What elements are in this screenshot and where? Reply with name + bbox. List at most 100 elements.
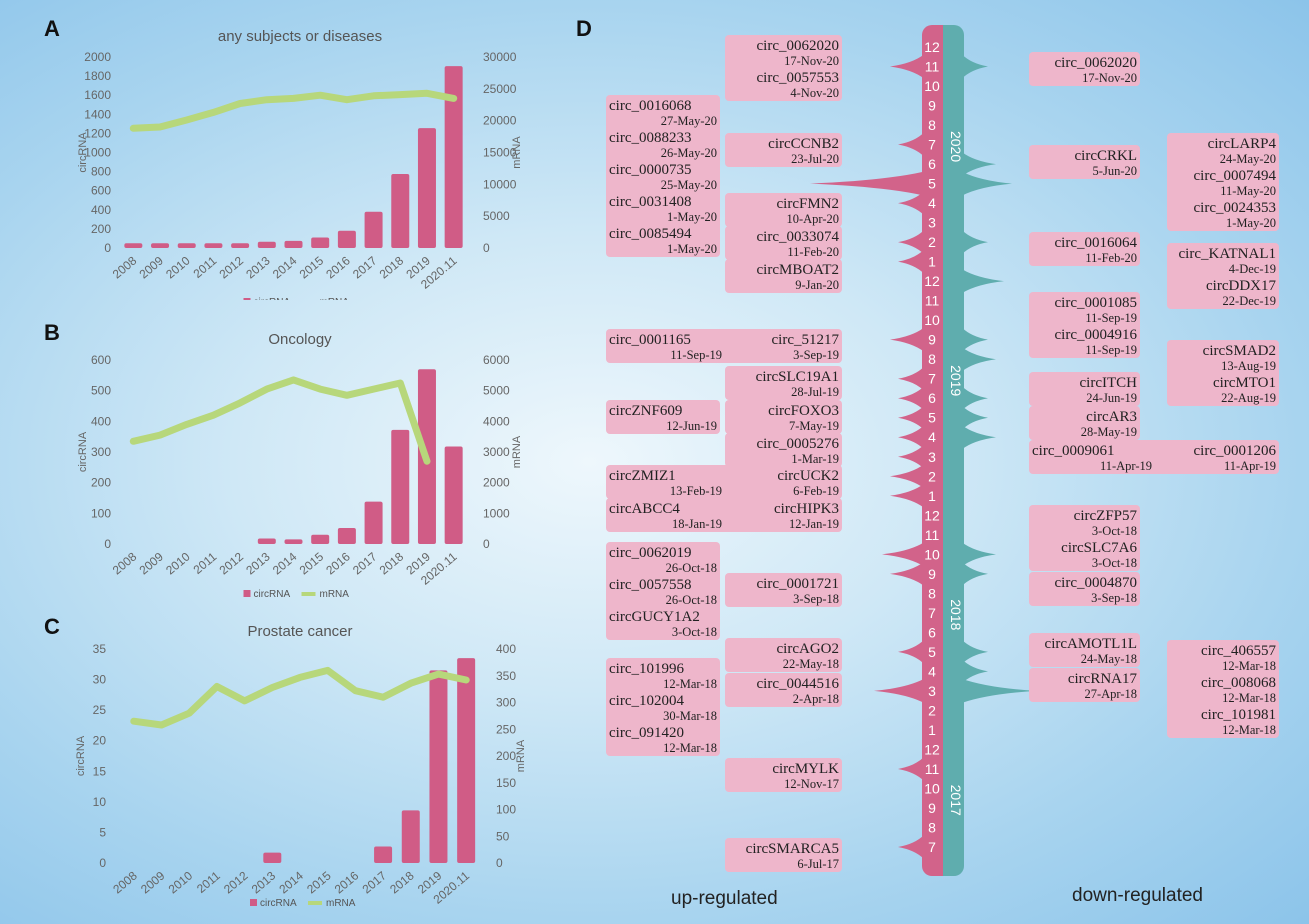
up-regulated-spike xyxy=(890,327,924,352)
timeline-month-label: 8 xyxy=(928,117,936,133)
gene-card xyxy=(1029,292,1140,358)
chart-b-y-tick: 400 xyxy=(91,414,111,428)
up-regulated-spike xyxy=(874,678,924,703)
chart-c-y2-tick: 300 xyxy=(496,696,516,710)
gene-date: 26-May-20 xyxy=(661,146,717,160)
timeline-year-label: 2018 xyxy=(948,599,964,630)
chart-b-y2-tick: 2000 xyxy=(483,476,510,490)
chart-c-y-tick: 10 xyxy=(93,795,107,809)
gene-date: 17-Nov-20 xyxy=(784,54,839,68)
down-regulated-spike xyxy=(962,386,988,411)
gene-date: 1-May-20 xyxy=(1226,216,1276,230)
timeline-month-label: 4 xyxy=(928,195,936,211)
up-regulated-spike xyxy=(898,132,924,157)
panel-label-a: A xyxy=(44,16,60,41)
chart-a-y-tick: 600 xyxy=(91,184,111,198)
gene-name: circ_0062020 xyxy=(757,38,839,54)
timeline-month-label: 7 xyxy=(928,371,936,387)
chart-c-legend-swatch-mrna xyxy=(308,901,322,905)
gene-card xyxy=(725,400,842,434)
timeline-month-label: 2 xyxy=(928,702,936,718)
gene-name: circSMARCA5 xyxy=(746,841,839,857)
gene-name: circZFP57 xyxy=(1074,508,1138,524)
timeline-year-label: 2020 xyxy=(948,131,964,162)
gene-name: circ_102004 xyxy=(609,693,684,709)
gene-date: 11-May-20 xyxy=(1220,184,1276,198)
up-regulated-spike xyxy=(898,639,924,664)
chart-a-y2-tick: 0 xyxy=(483,241,490,255)
down-regulated-spike xyxy=(962,171,1012,196)
gene-date: 22-May-18 xyxy=(783,657,839,671)
chart-b-x-tick: 2009 xyxy=(137,549,167,577)
gene-date: 28-May-19 xyxy=(1081,425,1137,439)
gene-name: circ_101996 xyxy=(609,661,684,677)
timeline-month-label: 10 xyxy=(924,78,940,94)
gene-name: circAMOTL1L xyxy=(1045,636,1137,652)
gene-card xyxy=(1029,145,1140,179)
gene-name: circMTO1 xyxy=(1213,375,1276,391)
timeline-month-label: 9 xyxy=(928,332,936,348)
gene-name: circ_KATNAL1 xyxy=(1179,246,1276,262)
chart-b-y-tick: 500 xyxy=(91,384,111,398)
chart-c-y-tick: 30 xyxy=(93,673,107,687)
chart-b: 0100200300400500600010002000300040005000… xyxy=(77,353,523,600)
chart-a-x-tick: 2013 xyxy=(243,253,273,281)
chart-a-x-tick: 2015 xyxy=(297,253,327,281)
chart-c-y2-tick: 100 xyxy=(496,803,516,817)
gene-card xyxy=(725,259,842,293)
chart-c-bar xyxy=(401,810,420,863)
chart-b-y-tick: 200 xyxy=(91,476,111,490)
gene-name: circ_0085494 xyxy=(609,226,692,242)
chart-c-x-tick: 2010 xyxy=(166,868,196,896)
timeline-chart: 7891011121234567891011121234567891011121… xyxy=(606,25,1279,876)
chart-a-y2-tick: 25000 xyxy=(483,82,517,96)
gene-name: circ_0004916 xyxy=(1055,327,1138,343)
gene-name: circCRKL xyxy=(1075,148,1137,164)
chart-c-x-tick: 2012 xyxy=(221,868,251,896)
chart-b-legend-circrna: circRNA xyxy=(254,589,291,600)
gene-card xyxy=(725,433,842,467)
gene-date: 24-May-20 xyxy=(1220,152,1276,166)
down-regulated-spike xyxy=(962,230,988,255)
up-regulated-spike xyxy=(810,171,924,196)
chart-a-bar xyxy=(257,241,276,248)
gene-name: circCCNB2 xyxy=(768,136,839,152)
chart-c-legend-circrna: circRNA xyxy=(260,898,297,909)
timeline-month-label: 6 xyxy=(928,390,936,406)
gene-name: circSLC19A1 xyxy=(756,369,839,385)
chart-c-bar xyxy=(429,670,448,863)
chart-c-x-tick: 2014 xyxy=(276,868,306,896)
gene-name: circ_0016064 xyxy=(1055,235,1138,251)
gene-card xyxy=(725,366,842,400)
chart-a-y-tick: 800 xyxy=(91,165,111,179)
gene-name: circ_101981 xyxy=(1201,707,1276,723)
gene-date: 25-May-20 xyxy=(661,178,717,192)
timeline-month-label: 7 xyxy=(928,605,936,621)
gene-card xyxy=(1029,406,1140,440)
chart-a-y2-tick: 20000 xyxy=(483,114,517,128)
chart-b-y2-tick: 3000 xyxy=(483,445,510,459)
chart-b-bar xyxy=(337,528,356,544)
chart-b-title: Oncology xyxy=(268,331,332,348)
chart-b-bar xyxy=(257,538,276,544)
chart-a-bar xyxy=(151,243,170,248)
chart-a-y-tick: 1400 xyxy=(84,107,111,121)
chart-b-line-mrna xyxy=(129,376,431,465)
chart-b-y2-tick: 6000 xyxy=(483,353,510,367)
gene-name: circMBOAT2 xyxy=(757,262,840,278)
gene-date: 12-Mar-18 xyxy=(1222,691,1276,705)
chart-a-y-tick: 0 xyxy=(104,241,111,255)
chart-a-bar xyxy=(417,128,436,248)
chart-b-y2-tick: 0 xyxy=(483,537,490,551)
gene-card xyxy=(1029,232,1140,266)
chart-a-y-tick: 200 xyxy=(91,222,111,236)
gene-name: circFMN2 xyxy=(777,196,840,212)
chart-c-bar xyxy=(263,852,282,863)
up-regulated-spike xyxy=(898,756,924,781)
chart-a-legend-swatch-circrna xyxy=(243,298,251,300)
chart-a-legend-mrna: mRNA xyxy=(320,297,350,300)
up-regulated-spike xyxy=(898,366,924,391)
timeline-month-label: 8 xyxy=(928,585,936,601)
down-regulated-spike xyxy=(962,639,988,664)
chart-c-y2-tick: 0 xyxy=(496,856,503,870)
